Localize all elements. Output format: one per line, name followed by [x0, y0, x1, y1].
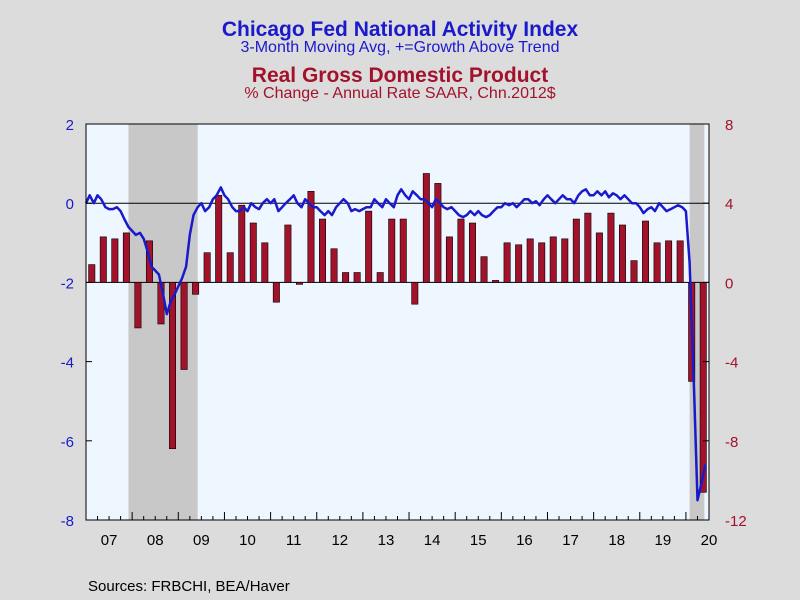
- right-tick-label: -12: [725, 513, 747, 530]
- left-tick-label: -2: [61, 275, 74, 292]
- x-tick-label: 18: [608, 532, 625, 549]
- gdp-bar: [353, 272, 361, 283]
- gdp-bar: [503, 242, 511, 283]
- gdp-bar: [169, 282, 177, 450]
- gdp-bar: [480, 256, 488, 283]
- gdp-bar: [653, 242, 661, 283]
- gdp-bar: [330, 248, 338, 283]
- gdp-bar: [457, 218, 465, 283]
- right-tick-label: 8: [725, 117, 733, 134]
- left-tick-label: -8: [61, 513, 74, 530]
- x-tick-label: 17: [562, 532, 579, 549]
- right-tick-label: -4: [725, 355, 738, 372]
- gdp-bar: [526, 238, 534, 283]
- chart-subtitle-cfnai: 3-Month Moving Avg, +=Growth Above Trend: [240, 39, 560, 56]
- gdp-bar: [595, 232, 603, 283]
- gdp-bar: [342, 272, 350, 283]
- x-tick-label: 14: [424, 532, 441, 549]
- gdp-bar: [365, 210, 373, 283]
- gdp-bar: [180, 282, 188, 370]
- gdp-bar: [388, 218, 396, 283]
- chart-title-gdp: Real Gross Domestic Product: [251, 64, 549, 87]
- gdp-bar: [284, 224, 292, 283]
- gdp-bar: [630, 260, 638, 283]
- gdp-bar: [676, 240, 684, 283]
- gdp-bar: [607, 212, 615, 283]
- gdp-bar: [319, 218, 326, 283]
- right-tick-label: -8: [725, 434, 738, 451]
- gdp-bar: [515, 244, 523, 283]
- gdp-bar: [376, 272, 384, 283]
- gdp-bar: [88, 264, 96, 283]
- x-tick-label: 08: [147, 532, 164, 549]
- gdp-bar: [249, 222, 257, 283]
- gdp-bar: [642, 220, 650, 283]
- cfnai-line: [84, 186, 707, 502]
- gdp-bar: [111, 238, 119, 283]
- chart-title-cfnai: Chicago Fed National Activity Index: [221, 18, 579, 41]
- left-axis: 2 0 -2 -4 -6 -8: [61, 117, 92, 530]
- x-tick-label: 07: [101, 532, 118, 549]
- gdp-bar: [295, 282, 303, 285]
- x-tick-label: 12: [331, 532, 348, 549]
- gdp-bar: [538, 242, 546, 283]
- chart-subtitle-gdp: % Change - Annual Rate SAAR, Chn.2012$: [244, 85, 556, 102]
- gdp-bar: [422, 173, 430, 283]
- right-tick-label: 0: [725, 275, 733, 292]
- x-tick-label: 10: [239, 532, 256, 549]
- left-tick-label: 0: [66, 196, 74, 213]
- gdp-bar: [445, 236, 453, 283]
- left-tick-label: -6: [61, 434, 74, 451]
- gdp-bar: [122, 232, 130, 283]
- x-tick-label: 19: [655, 532, 672, 549]
- gdp-bar: [469, 222, 476, 283]
- gdp-bar: [99, 236, 107, 283]
- gdp-bar: [399, 218, 407, 283]
- x-tick-label: 13: [378, 532, 395, 549]
- x-tick-label: 09: [193, 532, 210, 549]
- right-axis: 8 4 0 -4 -8 -12: [703, 117, 747, 530]
- gdp-bar: [492, 280, 500, 283]
- x-tick-label: 15: [470, 532, 487, 549]
- x-axis: 07 08 09 10 11 12 13 14 15 16 17 18 19 20: [85, 512, 718, 549]
- left-tick-label: -4: [61, 355, 74, 372]
- gdp-bar: [699, 282, 707, 493]
- gdp-bar: [618, 224, 626, 283]
- gdp-bar: [584, 212, 592, 283]
- x-tick-label: 20: [701, 532, 718, 549]
- gdp-bar: [549, 236, 557, 283]
- gdp-bar: [226, 252, 234, 283]
- gdp-bar: [561, 238, 569, 283]
- reference-lines: [86, 202, 709, 283]
- gdp-bar: [238, 204, 246, 283]
- gdp-bar: [307, 191, 315, 283]
- x-tick-label: 16: [516, 532, 533, 549]
- gdp-bar: [215, 194, 223, 283]
- gdp-bar: [665, 240, 673, 283]
- right-tick-label: 4: [725, 196, 733, 213]
- gdp-bar: [434, 183, 442, 283]
- gdp-bar: [134, 282, 142, 329]
- gdp-bar: [411, 282, 419, 305]
- gdp-bar: [272, 282, 280, 303]
- gdp-bar: [572, 218, 580, 283]
- source-note: Sources: FRBCHI, BEA/Haver: [88, 578, 290, 595]
- gdp-bar: [203, 252, 211, 283]
- left-tick-label: 2: [66, 117, 74, 134]
- gdp-bar: [261, 242, 269, 283]
- x-tick-label: 11: [286, 532, 302, 549]
- gdp-bar: [192, 282, 200, 295]
